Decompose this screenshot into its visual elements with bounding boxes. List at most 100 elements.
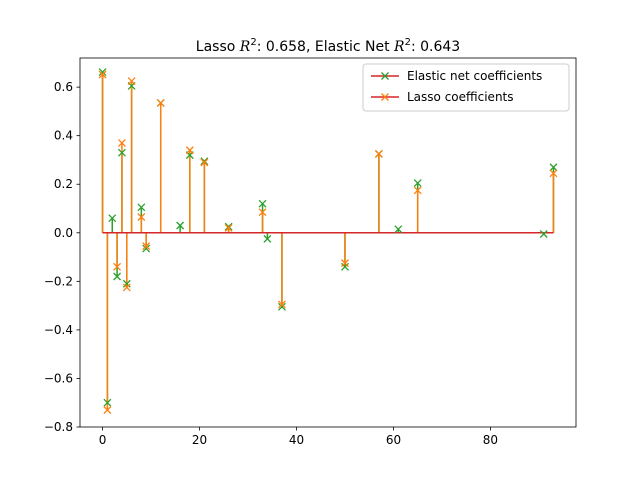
lasso-point xyxy=(98,70,107,79)
enet-point xyxy=(137,203,146,212)
lasso-point-stroke xyxy=(549,169,558,178)
enet-point xyxy=(142,244,151,253)
title-lasso-r: R xyxy=(239,39,251,55)
axes-frame xyxy=(79,57,577,428)
lasso-point-stroke xyxy=(98,70,107,79)
lasso-point xyxy=(156,98,165,107)
x-tick-label: 60 xyxy=(386,433,401,447)
legend-marker-stroke xyxy=(381,72,389,80)
legend-marker xyxy=(381,72,389,80)
enet-point-stroke xyxy=(108,214,117,223)
title-lasso-colon: : xyxy=(257,39,266,55)
enet-point-stroke xyxy=(394,225,403,234)
lasso-point xyxy=(117,139,126,147)
title-enet-prefix: , Elastic Net xyxy=(306,39,394,55)
lasso-point xyxy=(103,406,112,414)
title-enet-colon: : xyxy=(411,39,420,55)
x-tick-label: 80 xyxy=(483,433,498,447)
lasso-point xyxy=(122,283,131,292)
y-tick-label: 0.0 xyxy=(54,226,73,240)
x-tick-label: 20 xyxy=(192,433,207,447)
lasso-point-stroke xyxy=(142,242,151,251)
enet-point xyxy=(224,222,233,231)
enet-point xyxy=(98,68,107,77)
lasso-point-stroke xyxy=(156,98,165,107)
lasso-point-stroke xyxy=(185,146,194,155)
lasso-point-stroke xyxy=(341,259,349,268)
legend: Elastic net coefficients Lasso coefficien… xyxy=(362,63,570,112)
legend-marker xyxy=(381,93,389,101)
enet-point xyxy=(200,157,209,166)
chart-title: Lasso R2: 0.658, Elastic Net R2: 0.643 xyxy=(196,37,460,55)
lasso-point xyxy=(258,208,267,217)
lasso-point xyxy=(224,223,233,232)
enet-point-stroke xyxy=(258,199,267,208)
enet-point xyxy=(341,262,349,271)
lasso-point xyxy=(200,158,209,167)
enet-point-stroke xyxy=(413,179,422,187)
title-lasso-sup: 2 xyxy=(250,37,256,48)
title-lasso-prefix: Lasso xyxy=(196,39,240,55)
lasso-point-stroke xyxy=(200,158,209,167)
lasso-point xyxy=(374,149,383,158)
title-enet-value: 0.643 xyxy=(420,39,460,55)
title-enet-r: R xyxy=(393,39,405,55)
lasso-point-stroke xyxy=(374,149,383,158)
enet-point xyxy=(539,230,548,238)
lasso-point-stroke xyxy=(122,283,131,292)
lasso-point-stroke xyxy=(117,139,126,147)
lasso-point xyxy=(549,169,558,178)
x-tick-label: 0 xyxy=(99,433,107,447)
enet-point-stroke xyxy=(263,234,272,243)
legend-label: Lasso coefficients xyxy=(407,90,514,104)
enet-point-stroke xyxy=(142,244,151,253)
y-tick-label: 0.4 xyxy=(54,129,73,143)
lasso-point xyxy=(127,77,136,86)
y-tick-label: 0.6 xyxy=(54,80,73,94)
enet-point-stroke xyxy=(113,272,122,281)
lasso-point xyxy=(413,186,422,195)
lasso-point-stroke xyxy=(258,208,267,217)
lasso-point-stroke xyxy=(113,262,122,271)
x-tick-label: 40 xyxy=(289,433,304,447)
enet-point-stroke xyxy=(341,262,349,271)
legend-box xyxy=(362,63,570,112)
enet-point xyxy=(108,214,117,223)
legend-marker-stroke xyxy=(381,93,389,101)
enet-point xyxy=(103,398,112,407)
enet-point-stroke xyxy=(98,68,107,77)
y-tick-label: −0.2 xyxy=(44,274,73,288)
title-lasso-value: 0.658 xyxy=(266,39,306,55)
lasso-point xyxy=(277,300,286,309)
enet-point xyxy=(113,272,122,281)
y-tick-label: −0.8 xyxy=(44,420,73,434)
enet-point-stroke xyxy=(103,398,112,407)
lasso-point-stroke xyxy=(103,406,112,414)
enet-point xyxy=(277,302,286,311)
enet-point xyxy=(122,279,131,288)
enet-point-stroke xyxy=(137,203,146,212)
enet-point-stroke xyxy=(122,279,131,288)
enet-point-stroke xyxy=(200,157,209,166)
y-tick-label: −0.4 xyxy=(44,323,73,337)
y-tick-label: −0.6 xyxy=(44,371,73,385)
enet-point xyxy=(394,225,403,234)
lasso-point-stroke xyxy=(127,77,136,86)
enet-point xyxy=(413,179,422,187)
legend-label: Elastic net coefficients xyxy=(407,69,542,83)
enet-point-stroke xyxy=(117,148,126,157)
enet-point xyxy=(549,163,558,172)
lasso-point-stroke xyxy=(137,213,146,221)
plot-area: 0 20 40 60 80 −0.8 −0.6 −0.4 −0.2 0.0 0.2 0.4 0.6 xyxy=(44,57,577,447)
y-tick-label: 0.2 xyxy=(54,177,73,191)
enet-point xyxy=(258,199,267,208)
enet-point-stroke xyxy=(539,230,548,238)
lasso-point xyxy=(142,242,151,251)
lasso-point-stroke xyxy=(224,223,233,232)
enet-point-stroke xyxy=(176,221,185,230)
enet-point-stroke xyxy=(224,222,233,231)
lasso-point xyxy=(341,259,349,268)
lasso-point xyxy=(137,213,146,221)
title-enet-sup: 2 xyxy=(405,37,411,48)
